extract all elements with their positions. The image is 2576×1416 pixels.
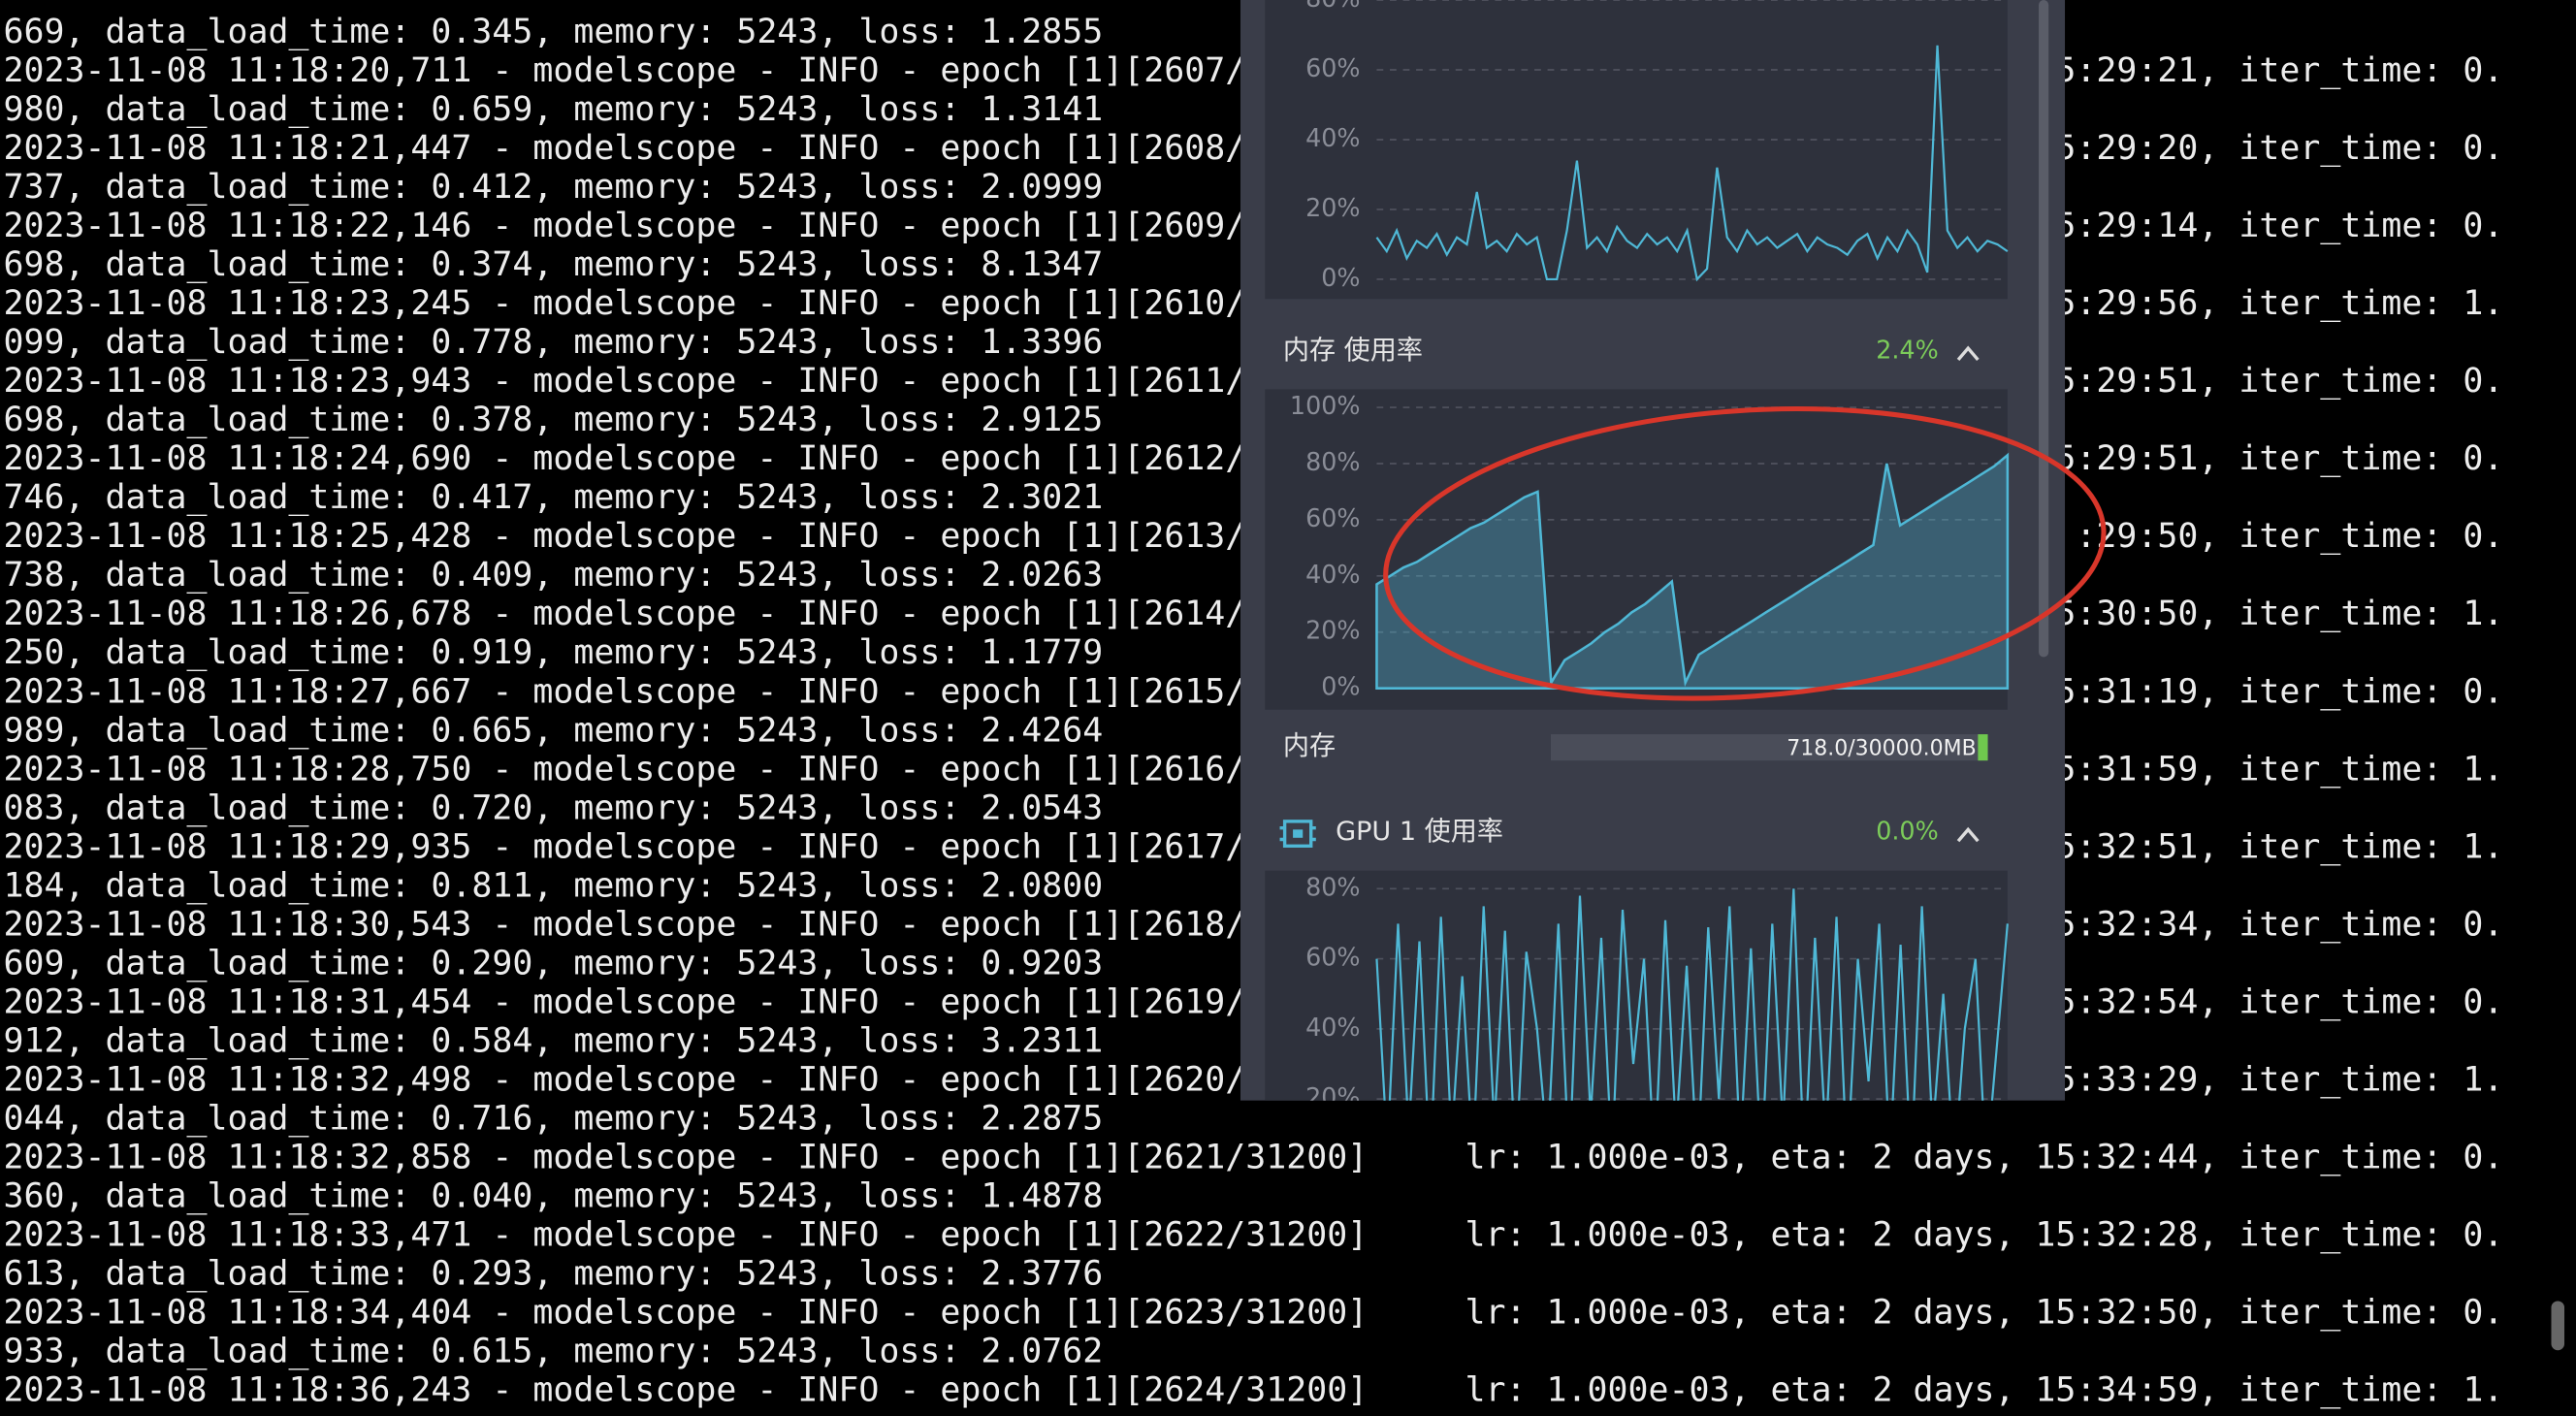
log-line: 2023-11-08 11:18:34,404 - modelscope - I… xyxy=(3,1294,1368,1333)
log-line: 912, data_load_time: 0.584, memory: 5243… xyxy=(3,1021,1103,1060)
log-line: 2023-11-08 11:18:24,690 - modelscope - I… xyxy=(3,439,1245,478)
log-line: 746, data_load_time: 0.417, memory: 5243… xyxy=(3,478,1103,517)
log-line: 2023-11-08 11:18:30,543 - modelscope - I… xyxy=(3,905,1245,944)
log-line-tail: 5:32:51, iter_time: 1. xyxy=(2055,827,2503,866)
log-line: 698, data_load_time: 0.374, memory: 5243… xyxy=(3,245,1103,284)
y-tick-label: 60% xyxy=(1305,503,1360,532)
log-line: 360, data_load_time: 0.040, memory: 5243… xyxy=(3,1177,1103,1216)
usage-area xyxy=(1375,452,2010,690)
log-line-tail: 5:29:20, iter_time: 0. xyxy=(2055,129,2503,168)
y-tick-label: 20% xyxy=(1305,616,1360,645)
log-line-tail: 5:31:19, iter_time: 0. xyxy=(2055,672,2503,711)
log-line: 613, data_load_time: 0.293, memory: 5243… xyxy=(3,1255,1103,1294)
log-line: 2023-11-08 11:18:29,935 - modelscope - I… xyxy=(3,827,1245,866)
log-line: 250, data_load_time: 0.919, memory: 5243… xyxy=(3,633,1103,672)
y-tick-label: 0% xyxy=(1321,263,1360,292)
memory-label: 内存 xyxy=(1283,731,1336,761)
log-line: 2023-11-08 11:18:36,243 - modelscope - I… xyxy=(3,1371,1368,1410)
y-tick-label: 100% xyxy=(1290,391,1361,420)
log-line: 2023-11-08 11:18:31,454 - modelscope - I… xyxy=(3,982,1245,1021)
log-line: 2023-11-08 11:18:22,146 - modelscope - I… xyxy=(3,207,1245,245)
log-line: 2023-11-08 11:18:23,943 - modelscope - I… xyxy=(3,362,1245,401)
panel-scrollbar xyxy=(2039,0,2049,658)
log-line-tail: 5:29:56, iter_time: 1. xyxy=(2055,284,2503,323)
y-tick-label: 40% xyxy=(1305,1013,1360,1042)
log-line-tail: 5:31:59, iter_time: 1. xyxy=(2055,750,2503,788)
memory-bar-text: 718.0/30000.0MB xyxy=(1787,736,1976,760)
log-line: 2023-11-08 11:18:32,498 - modelscope - I… xyxy=(3,1060,1245,1099)
y-tick-label: 20% xyxy=(1305,193,1360,222)
collapse-icon[interactable] xyxy=(1956,826,1980,843)
collapse-icon[interactable] xyxy=(1956,345,1980,362)
log-line: 2023-11-08 11:18:32,858 - modelscope - I… xyxy=(3,1139,1368,1177)
log-line-tail: lr: 1.000e-03, eta: 2 days, 15:32:44, it… xyxy=(1465,1139,2504,1177)
log-line-tail: lr: 1.000e-03, eta: 2 days, 15:32:50, it… xyxy=(1465,1294,2504,1333)
log-line-tail: 15:29:21, iter_time: 0. xyxy=(2035,51,2503,90)
log-line: 2023-11-08 11:18:26,678 - modelscope - I… xyxy=(3,595,1245,633)
log-line: 738, data_load_time: 0.409, memory: 5243… xyxy=(3,556,1103,595)
y-tick-label: 0% xyxy=(1321,672,1360,701)
log-line-tail: 5:30:50, iter_time: 1. xyxy=(2055,595,2503,633)
gpu-usage-value: 0.0% xyxy=(1876,817,1939,846)
log-line-tail: 5:29:51, iter_time: 0. xyxy=(2055,439,2503,478)
terminal: 669, data_load_time: 0.345, memory: 5243… xyxy=(3,13,2503,1410)
gpu-usage-title: GPU 1 使用率 xyxy=(1336,817,1503,847)
log-line: 2023-11-08 11:18:28,750 - modelscope - I… xyxy=(3,750,1245,788)
y-tick-label: 80% xyxy=(1305,872,1360,901)
log-line-tail: 5:32:54, iter_time: 0. xyxy=(2055,982,2503,1021)
log-line: 980, data_load_time: 0.659, memory: 5243… xyxy=(3,90,1103,129)
log-line: 2023-11-08 11:18:23,245 - modelscope - I… xyxy=(3,284,1245,323)
log-line: 099, data_load_time: 0.778, memory: 5243… xyxy=(3,323,1103,362)
log-line: 2023-11-08 11:18:27,667 - modelscope - I… xyxy=(3,672,1245,711)
y-tick-label: 60% xyxy=(1305,53,1360,82)
log-line: 044, data_load_time: 0.716, memory: 5243… xyxy=(3,1100,1103,1139)
terminal-scrollbar xyxy=(2551,1301,2565,1351)
log-line-tail: 5:33:29, iter_time: 1. xyxy=(2055,1060,2503,1099)
log-line: 083, data_load_time: 0.720, memory: 5243… xyxy=(3,788,1103,827)
log-line-tail: lr: 1.000e-03, eta: 2 days, 15:34:59, it… xyxy=(1465,1371,2504,1410)
log-line: 737, data_load_time: 0.412, memory: 5243… xyxy=(3,168,1103,207)
log-line-tail: lr: 1.000e-03, eta: 2 days, 15:32:28, it… xyxy=(1465,1216,2504,1255)
chart-background xyxy=(1265,0,2008,300)
memory-bar-track xyxy=(1550,734,1988,761)
log-line: 2023-11-08 11:18:33,471 - modelscope - I… xyxy=(3,1216,1368,1255)
log-line-tail: :29:50, iter_time: 0. xyxy=(2076,517,2503,556)
memory-usage-value: 2.4% xyxy=(1876,335,1939,364)
log-line: 989, data_load_time: 0.665, memory: 5243… xyxy=(3,711,1103,750)
usage-line xyxy=(1375,888,2009,1101)
log-line: 669, data_load_time: 0.345, memory: 5243… xyxy=(3,13,1103,51)
y-tick-label: 80% xyxy=(1305,447,1360,476)
y-tick-label: 80% xyxy=(1305,0,1360,13)
log-line: 2023-11-08 11:18:25,428 - modelscope - I… xyxy=(3,517,1245,556)
monitor-panel: 内存 使用率 2.4% 内存 718.0/30000.0MB GPU 1 使用率… xyxy=(1240,0,2066,1111)
memory-usage-title: 内存 使用率 xyxy=(1283,336,1423,366)
highlight-ellipse xyxy=(1383,405,2107,701)
y-tick-label: 60% xyxy=(1305,943,1360,972)
y-tick-label: 20% xyxy=(1305,1082,1360,1111)
y-tick-label: 40% xyxy=(1305,123,1360,152)
log-line-tail: 5:32:34, iter_time: 0. xyxy=(2055,905,2503,944)
log-line: 609, data_load_time: 0.290, memory: 5243… xyxy=(3,944,1103,982)
y-tick-label: 40% xyxy=(1305,560,1360,589)
log-line: 698, data_load_time: 0.378, memory: 5243… xyxy=(3,401,1103,439)
log-line: 2023-11-08 11:18:21,447 - modelscope - I… xyxy=(3,129,1245,168)
log-line-tail: 5:29:14, iter_time: 0. xyxy=(2055,207,2503,245)
chart-background xyxy=(1265,870,2008,1101)
gpu-icon xyxy=(1279,820,1316,848)
log-line: 184, data_load_time: 0.811, memory: 5243… xyxy=(3,866,1103,905)
log-line: 2023-11-08 11:18:20,711 - modelscope - I… xyxy=(3,51,1245,90)
usage-line xyxy=(1375,45,2009,282)
log-line: 933, data_load_time: 0.615, memory: 5243… xyxy=(3,1333,1103,1371)
memory-bar-fill xyxy=(1978,734,1988,761)
log-line-tail: 5:29:51, iter_time: 0. xyxy=(2055,362,2503,401)
